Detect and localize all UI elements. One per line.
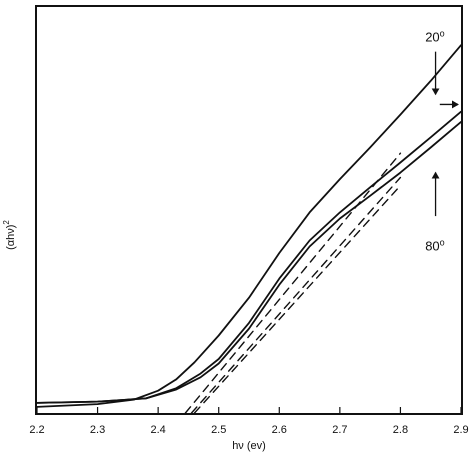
x-tick-label-4: 2.6 <box>272 424 287 436</box>
annotations: 20o 80o <box>425 29 459 254</box>
series-extrapolation-upper <box>184 152 402 414</box>
x-tick-label-7: 2.9 <box>453 424 468 436</box>
x-axis-label: hν (ev) <box>232 440 266 452</box>
series-extrapolation-lower-1 <box>190 176 402 414</box>
plot-frame <box>35 5 463 415</box>
y-axis-label: (αhν)2 <box>2 220 17 250</box>
x-tick-label-2: 2.4 <box>150 424 165 436</box>
x-tick-label-0: 2.2 <box>29 424 44 436</box>
series-lower <box>36 121 462 404</box>
x-tick-label-3: 2.5 <box>211 424 226 436</box>
annotation-label-0: 20o <box>425 29 444 45</box>
x-tick-label-5: 2.7 <box>332 424 347 436</box>
x-tick-label-6: 2.8 <box>393 424 408 436</box>
x-ticks: 2.2 2.3 2.4 2.5 2.6 2.7 2.8 2.9 <box>29 407 469 436</box>
x-tick-label-1: 2.3 <box>90 424 105 436</box>
annotation-label-1: 80o <box>425 238 444 254</box>
series-layer <box>36 44 462 414</box>
series-extrapolation-lower-2 <box>193 184 402 414</box>
series-middle <box>36 110 462 404</box>
series-upper <box>36 44 462 408</box>
